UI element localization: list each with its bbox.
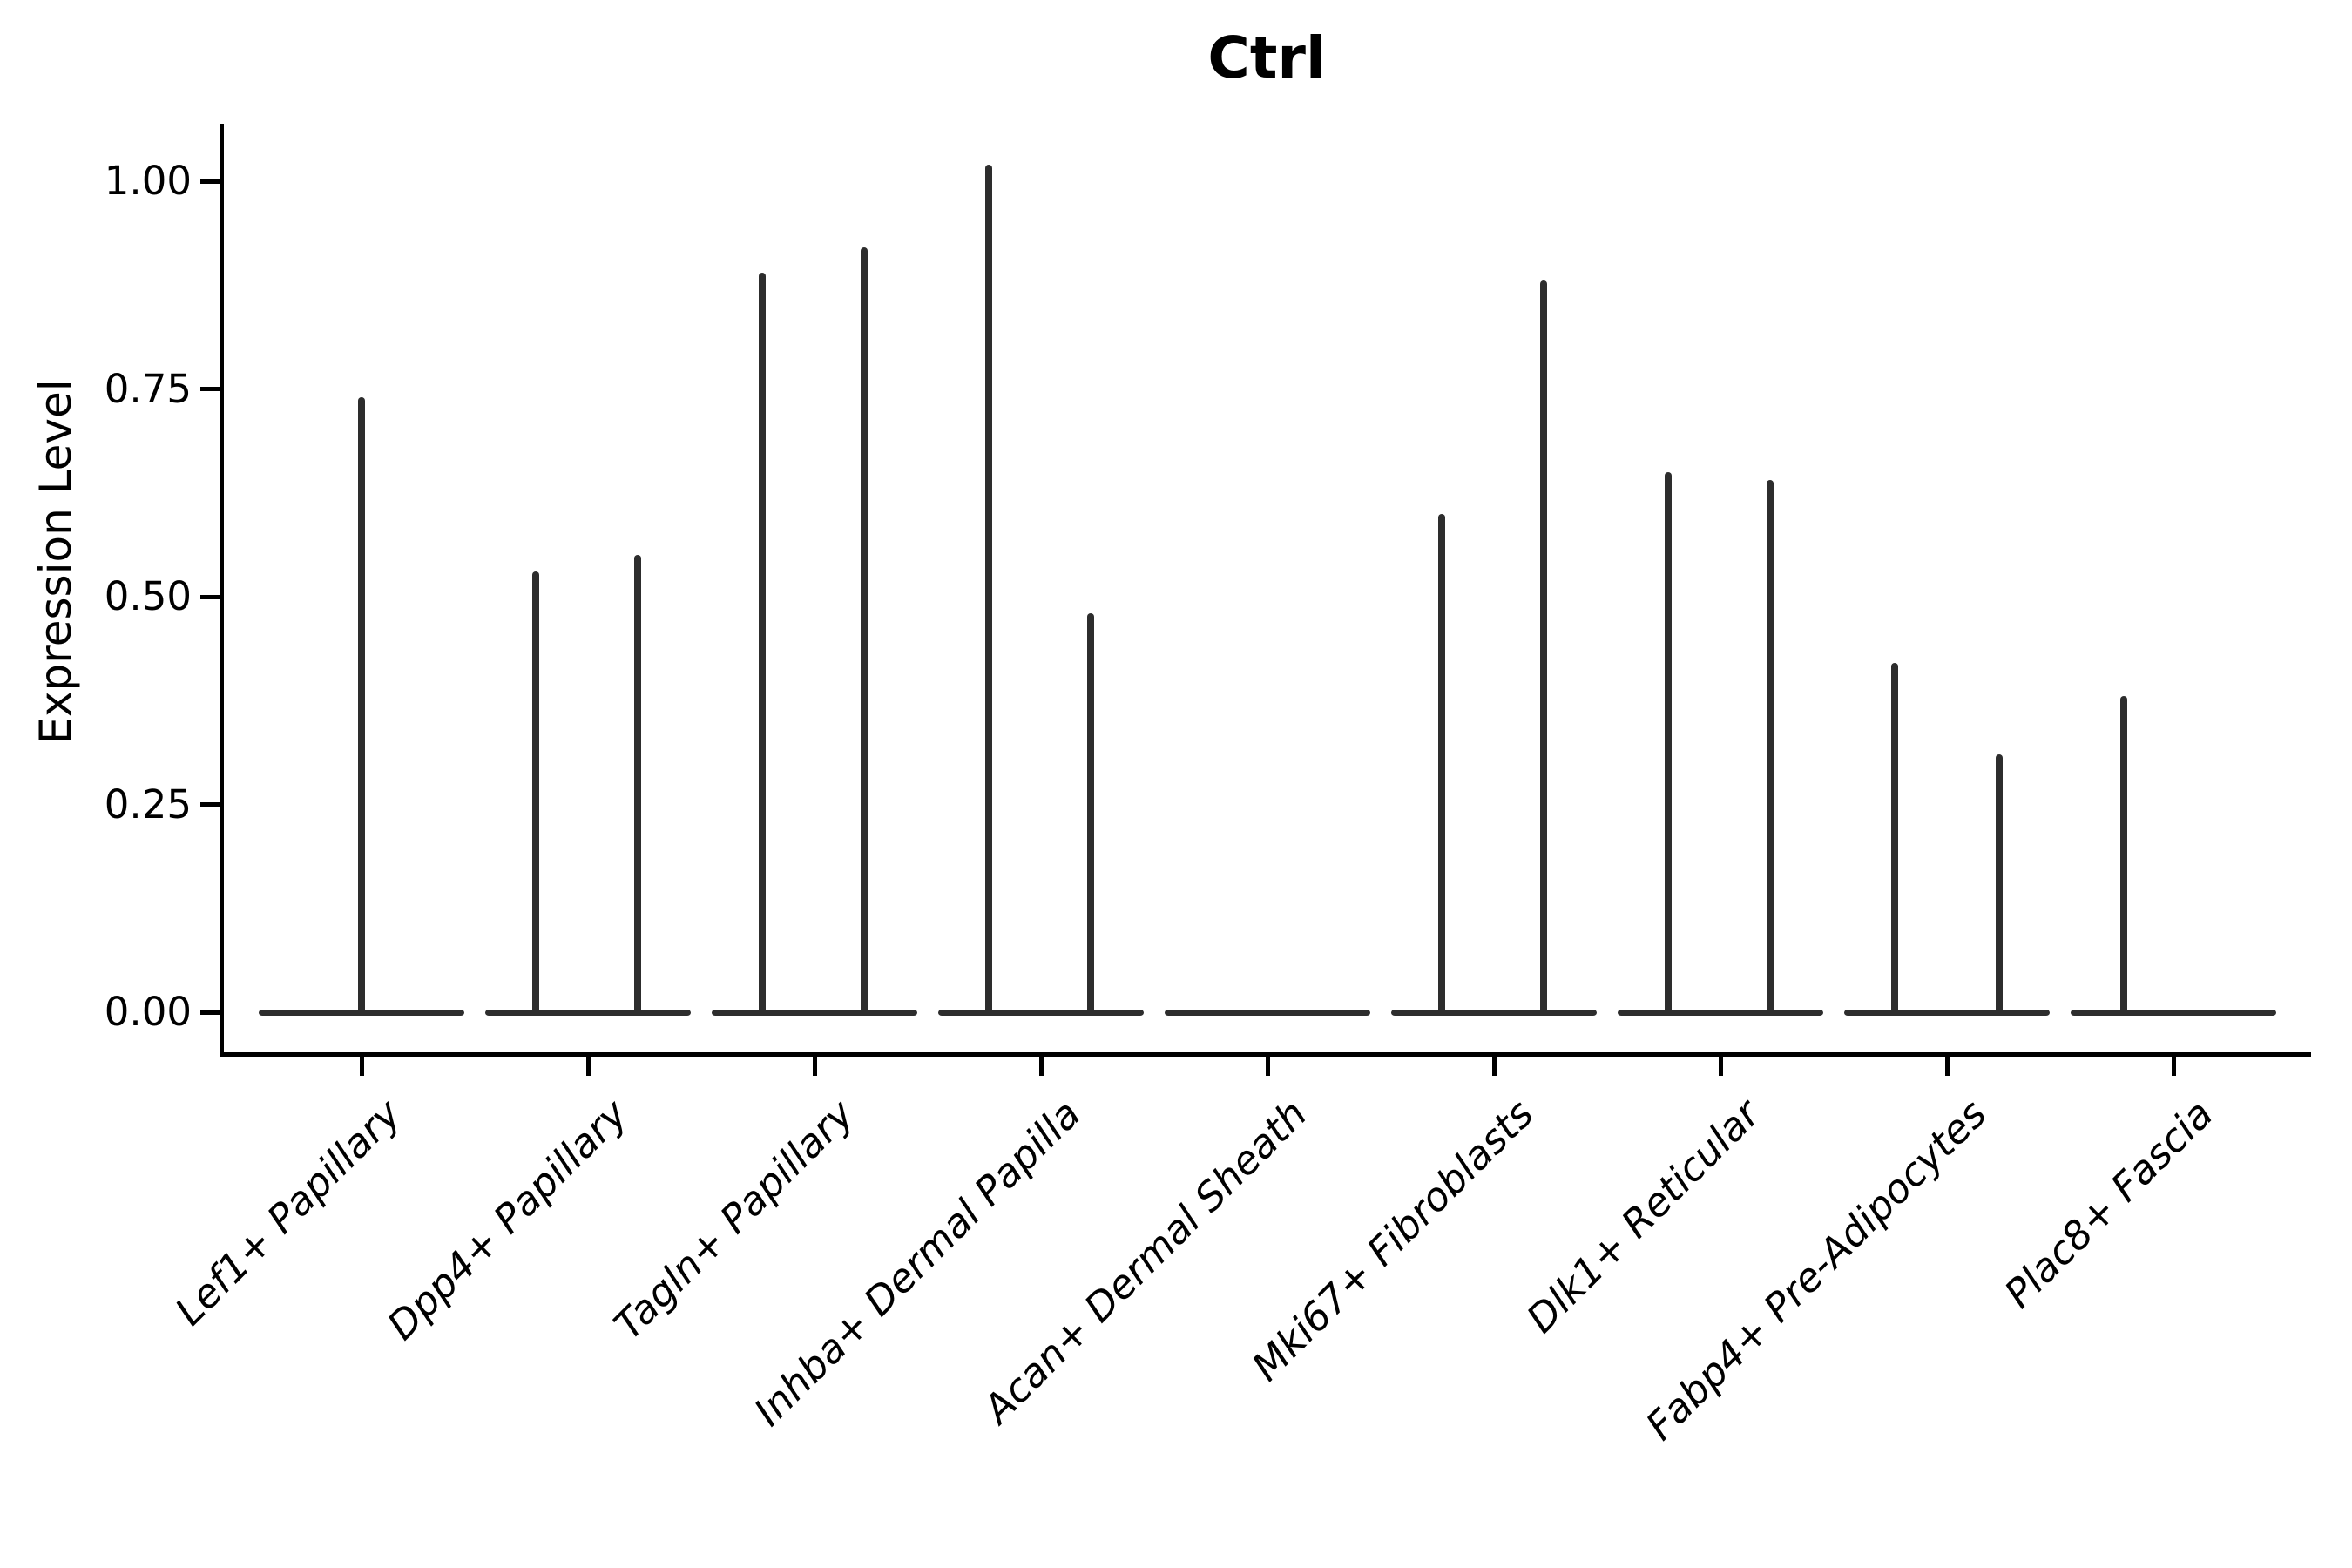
y-tick-mark [200, 802, 220, 807]
x-category-label: Plac8+ Fascia [1995, 1091, 2222, 1317]
violin-spike [1665, 471, 1673, 1015]
violin-baseline [2070, 1009, 2277, 1016]
violin-baseline [1617, 1009, 1824, 1016]
x-category-label: Dlk1+ Reticular [1517, 1091, 1769, 1342]
y-tick-mark [200, 387, 220, 391]
x-tick-mark [2171, 1057, 2176, 1076]
x-tick-mark [1944, 1057, 1950, 1076]
x-category-label: Dpp4+ Papillary [378, 1091, 637, 1349]
violin-baseline [1164, 1009, 1371, 1016]
y-tick-mark [200, 1010, 220, 1015]
violin-spike [532, 571, 540, 1015]
violin-spike [861, 247, 868, 1015]
y-tick-label: 0.25 [104, 781, 192, 828]
y-tick-mark [200, 179, 220, 184]
violin-spike [1891, 663, 1899, 1015]
x-tick-mark [1718, 1057, 1723, 1076]
y-axis-spine [220, 124, 224, 1056]
y-tick-label: 0.00 [104, 989, 192, 1035]
violin-baseline [937, 1009, 1145, 1016]
violin-baseline [1390, 1009, 1598, 1016]
x-tick-mark [1038, 1057, 1044, 1076]
violin-baseline [1843, 1009, 2051, 1016]
violin-spike [985, 164, 993, 1015]
x-tick-mark [1491, 1057, 1497, 1076]
violin-spike [2119, 696, 2127, 1015]
violin-spike [1995, 754, 2003, 1015]
x-tick-mark [1265, 1057, 1270, 1076]
x-tick-mark [359, 1057, 364, 1076]
violin-spike [1438, 513, 1446, 1015]
violin-spike [1087, 613, 1095, 1015]
violin-baseline [484, 1009, 692, 1016]
x-tick-mark [585, 1057, 591, 1076]
violin-spike [759, 272, 767, 1015]
y-tick-label: 0.75 [104, 365, 192, 412]
violin-spike [634, 555, 642, 1015]
y-tick-label: 0.50 [104, 573, 192, 619]
x-category-label: Lef1+ Papillary [166, 1091, 410, 1335]
x-category-label: Tagln+ Papillary [605, 1091, 863, 1348]
violin-spike [358, 397, 365, 1015]
violin-spike [1540, 280, 1548, 1015]
violin-spike [1767, 480, 1774, 1015]
y-tick-label: 1.00 [104, 158, 192, 204]
x-tick-mark [812, 1057, 817, 1076]
y-tick-mark [200, 594, 220, 599]
x-axis-spine [220, 1052, 2311, 1057]
violin-baseline [711, 1009, 918, 1016]
plot-title: Ctrl [1207, 24, 1326, 91]
